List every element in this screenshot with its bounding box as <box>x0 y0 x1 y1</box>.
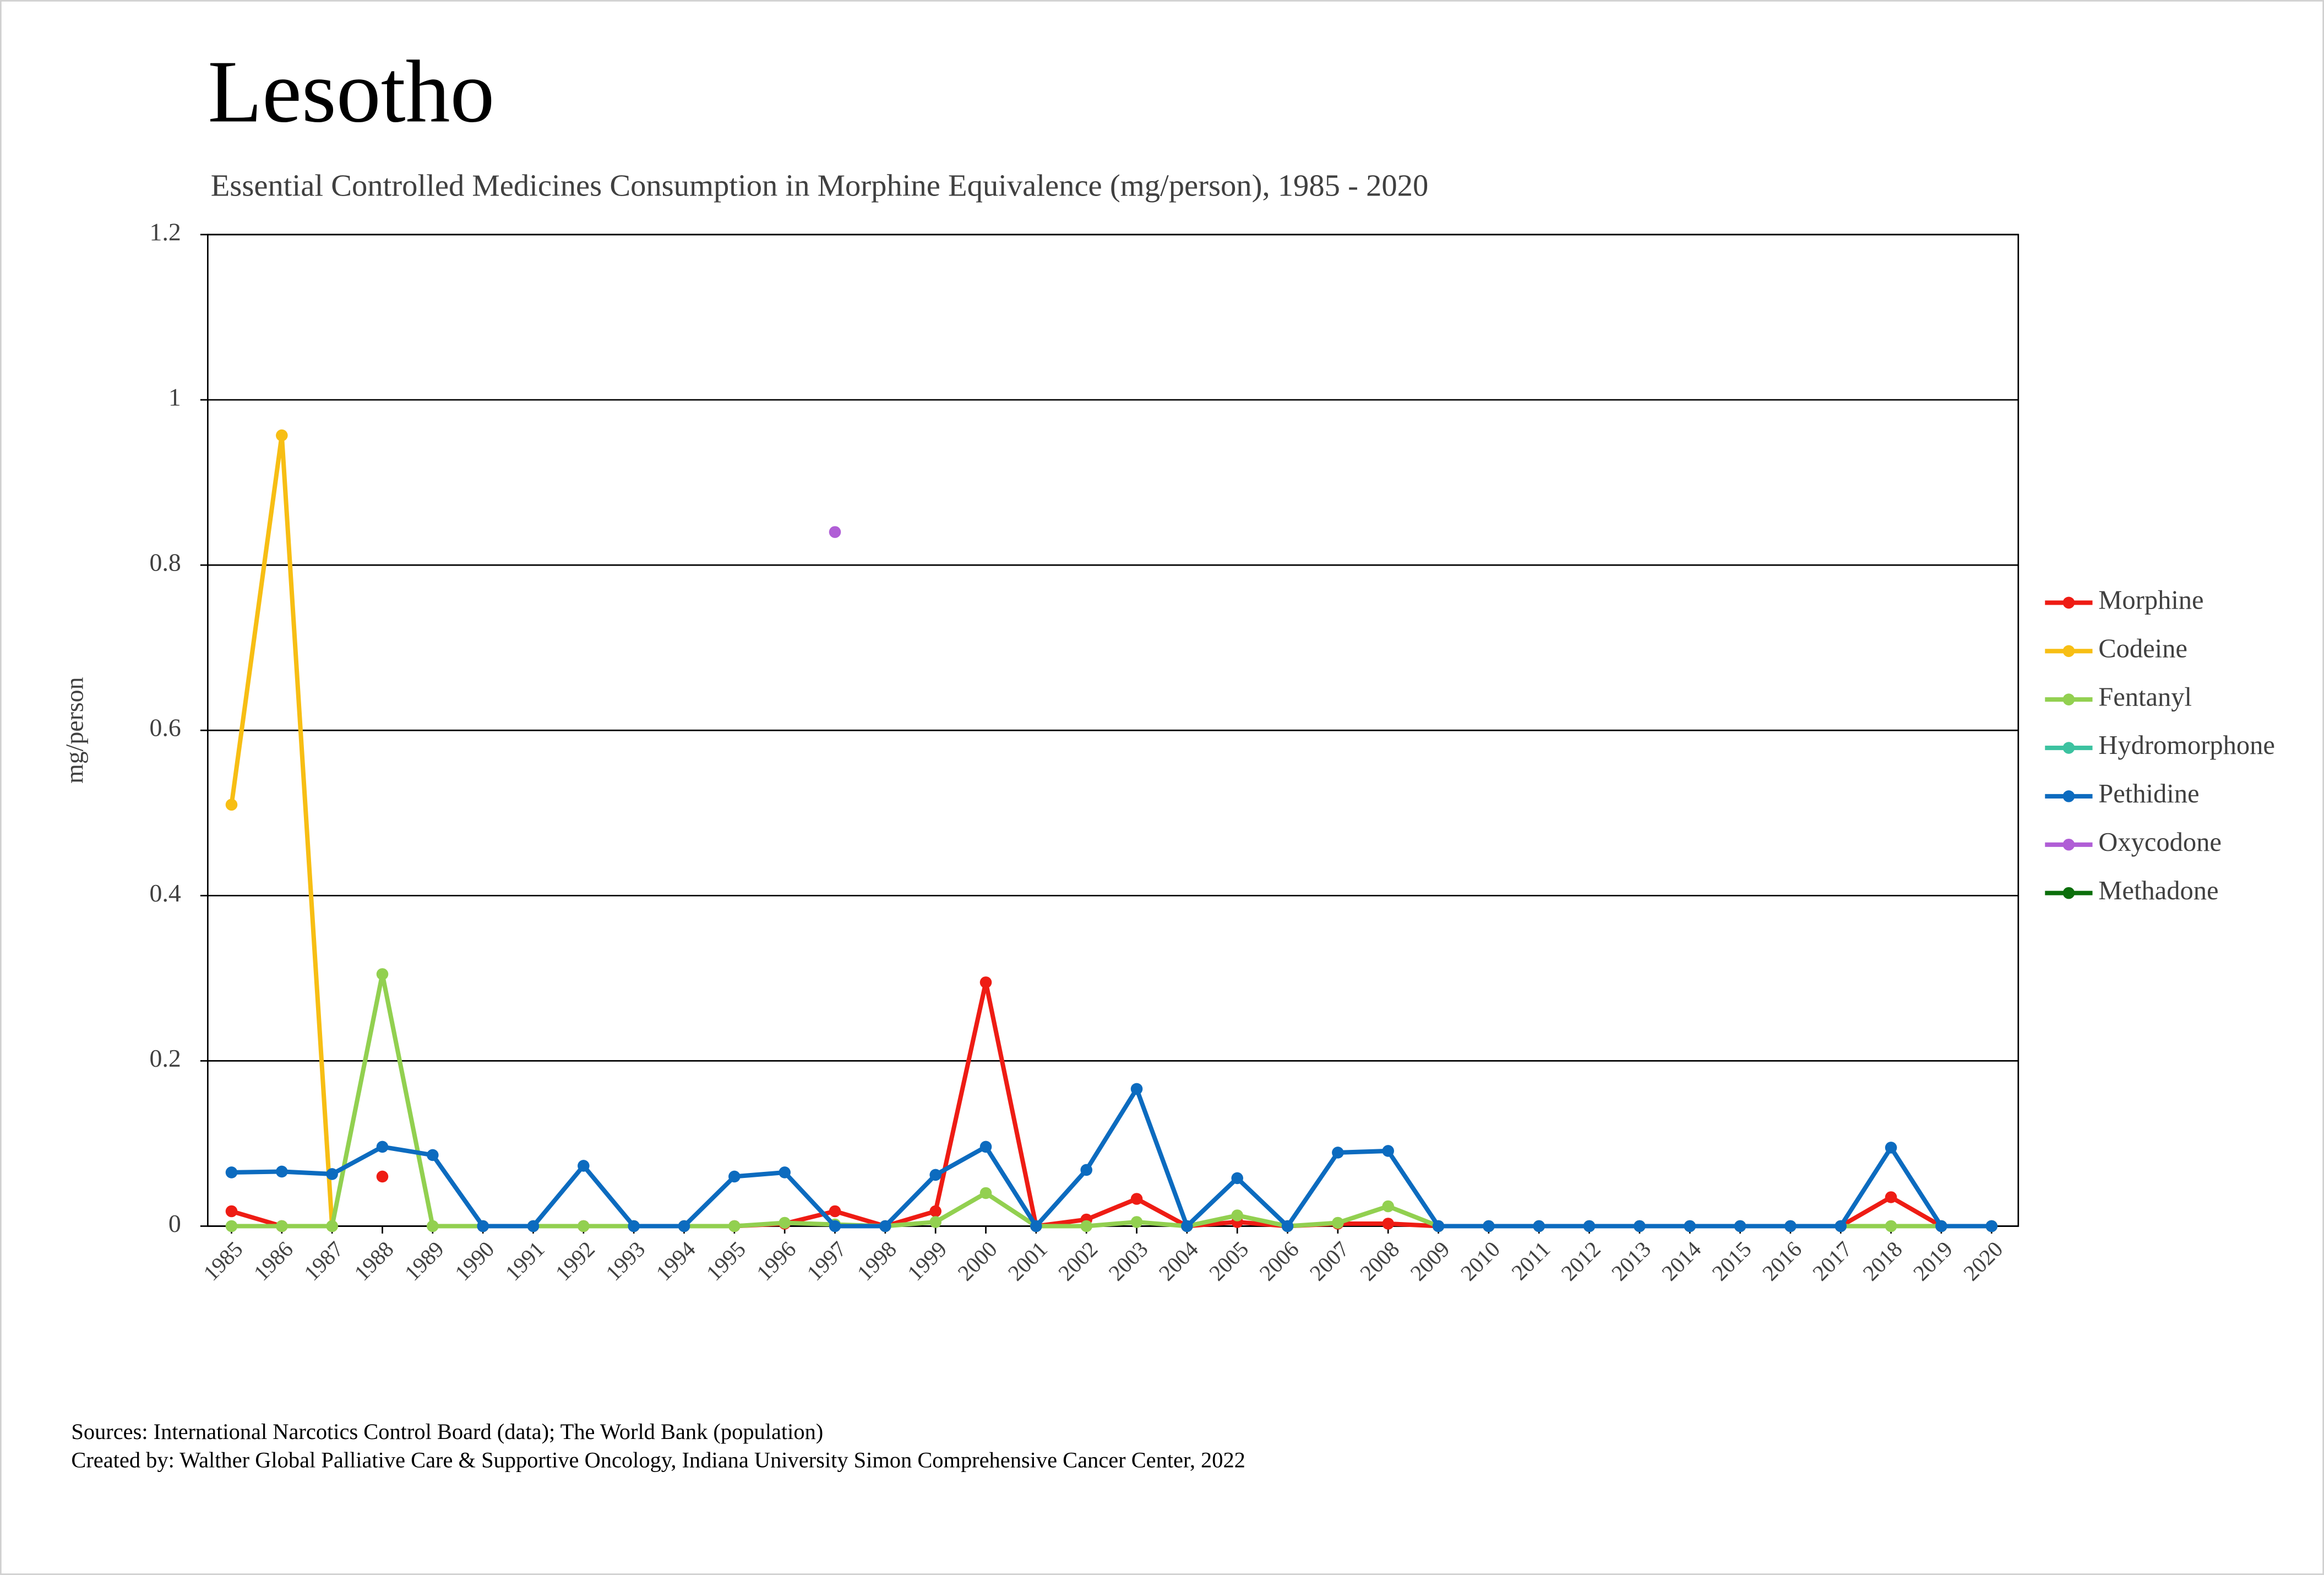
y-axis-label: mg/person <box>61 677 89 783</box>
data-point <box>1634 1220 1646 1232</box>
data-point <box>829 526 841 538</box>
y-tick-label: 0.8 <box>150 548 181 577</box>
y-tick-label: 0 <box>168 1209 181 1237</box>
data-point <box>1080 1164 1092 1176</box>
data-point <box>1130 1193 1143 1205</box>
data-point <box>1181 1220 1193 1232</box>
data-point <box>1684 1220 1696 1232</box>
data-point <box>728 1170 741 1183</box>
data-point <box>779 1216 791 1229</box>
data-point <box>1130 1083 1143 1095</box>
data-point <box>276 1220 288 1232</box>
data-point <box>829 1205 841 1218</box>
data-point <box>779 1166 791 1178</box>
data-point <box>427 1149 439 1161</box>
data-point <box>326 1220 338 1232</box>
data-point <box>1483 1220 1495 1232</box>
legend-marker <box>2062 596 2075 609</box>
data-point <box>225 1205 238 1218</box>
data-point <box>477 1220 489 1232</box>
data-point <box>1080 1220 1092 1232</box>
chart-title: Lesotho <box>208 42 494 140</box>
data-point <box>929 1169 941 1181</box>
data-point <box>376 1140 389 1153</box>
legend-label: Pethidine <box>2098 779 2199 808</box>
legend-marker <box>2062 887 2075 899</box>
source-note: Sources: International Narcotics Control… <box>71 1419 823 1444</box>
data-point <box>1281 1220 1294 1232</box>
y-tick-label: 0.6 <box>150 714 181 742</box>
y-tick-label: 1.2 <box>150 218 181 246</box>
data-point <box>829 1220 841 1232</box>
data-point <box>628 1220 640 1232</box>
y-tick-label: 0.2 <box>150 1044 181 1072</box>
data-point <box>1835 1220 1847 1232</box>
data-point <box>1382 1218 1394 1230</box>
legend-label: Hydromorphone <box>2098 731 2275 760</box>
legend-marker <box>2062 693 2075 705</box>
legend-marker <box>2062 742 2075 754</box>
data-point <box>578 1160 590 1172</box>
legend-marker <box>2062 790 2075 802</box>
source-note: Created by: Walther Global Palliative Ca… <box>71 1447 1245 1472</box>
data-point <box>1432 1220 1445 1232</box>
data-point <box>1784 1220 1797 1232</box>
legend-marker <box>2062 838 2075 851</box>
chart-subtitle: Essential Controlled Medicines Consumpti… <box>211 169 1429 203</box>
data-point <box>979 1187 992 1199</box>
data-point <box>276 429 288 442</box>
data-point <box>1231 1209 1243 1221</box>
data-point <box>929 1216 941 1228</box>
data-point <box>1985 1220 1998 1232</box>
data-point <box>1382 1145 1394 1157</box>
data-point <box>728 1220 741 1232</box>
data-point <box>527 1220 540 1232</box>
data-point <box>879 1220 891 1232</box>
legend-label: Oxycodone <box>2098 828 2222 857</box>
data-point <box>1382 1200 1394 1213</box>
data-point <box>1130 1216 1143 1228</box>
data-point <box>276 1165 288 1178</box>
y-tick-label: 1 <box>168 383 181 411</box>
data-point <box>578 1220 590 1232</box>
data-point <box>1533 1220 1545 1232</box>
legend-label: Fentanyl <box>2098 682 2192 712</box>
data-point <box>1734 1220 1746 1232</box>
legend-label: Methadone <box>2098 876 2218 905</box>
data-point <box>1332 1147 1344 1159</box>
data-point <box>225 1220 238 1232</box>
data-point <box>225 1166 238 1178</box>
data-point <box>326 1168 338 1180</box>
series-line <box>231 1087 1992 1229</box>
y-tick-label: 0.4 <box>150 879 181 907</box>
data-point <box>979 976 992 989</box>
data-point <box>1885 1191 1897 1203</box>
data-point <box>1885 1142 1897 1154</box>
data-point <box>1332 1216 1344 1229</box>
data-point <box>979 1140 992 1153</box>
data-point <box>1935 1220 1947 1232</box>
legend-label: Codeine <box>2098 634 2187 663</box>
legend-marker <box>2062 645 2075 658</box>
data-point <box>929 1205 941 1218</box>
data-point <box>678 1220 690 1232</box>
data-point <box>427 1220 439 1232</box>
data-point <box>376 1170 389 1183</box>
data-point <box>1885 1220 1897 1232</box>
data-point <box>225 799 238 811</box>
data-point <box>376 968 389 980</box>
data-point <box>1231 1172 1243 1185</box>
legend-label: Morphine <box>2098 586 2203 615</box>
data-point <box>1583 1220 1596 1232</box>
data-point <box>1030 1220 1042 1232</box>
